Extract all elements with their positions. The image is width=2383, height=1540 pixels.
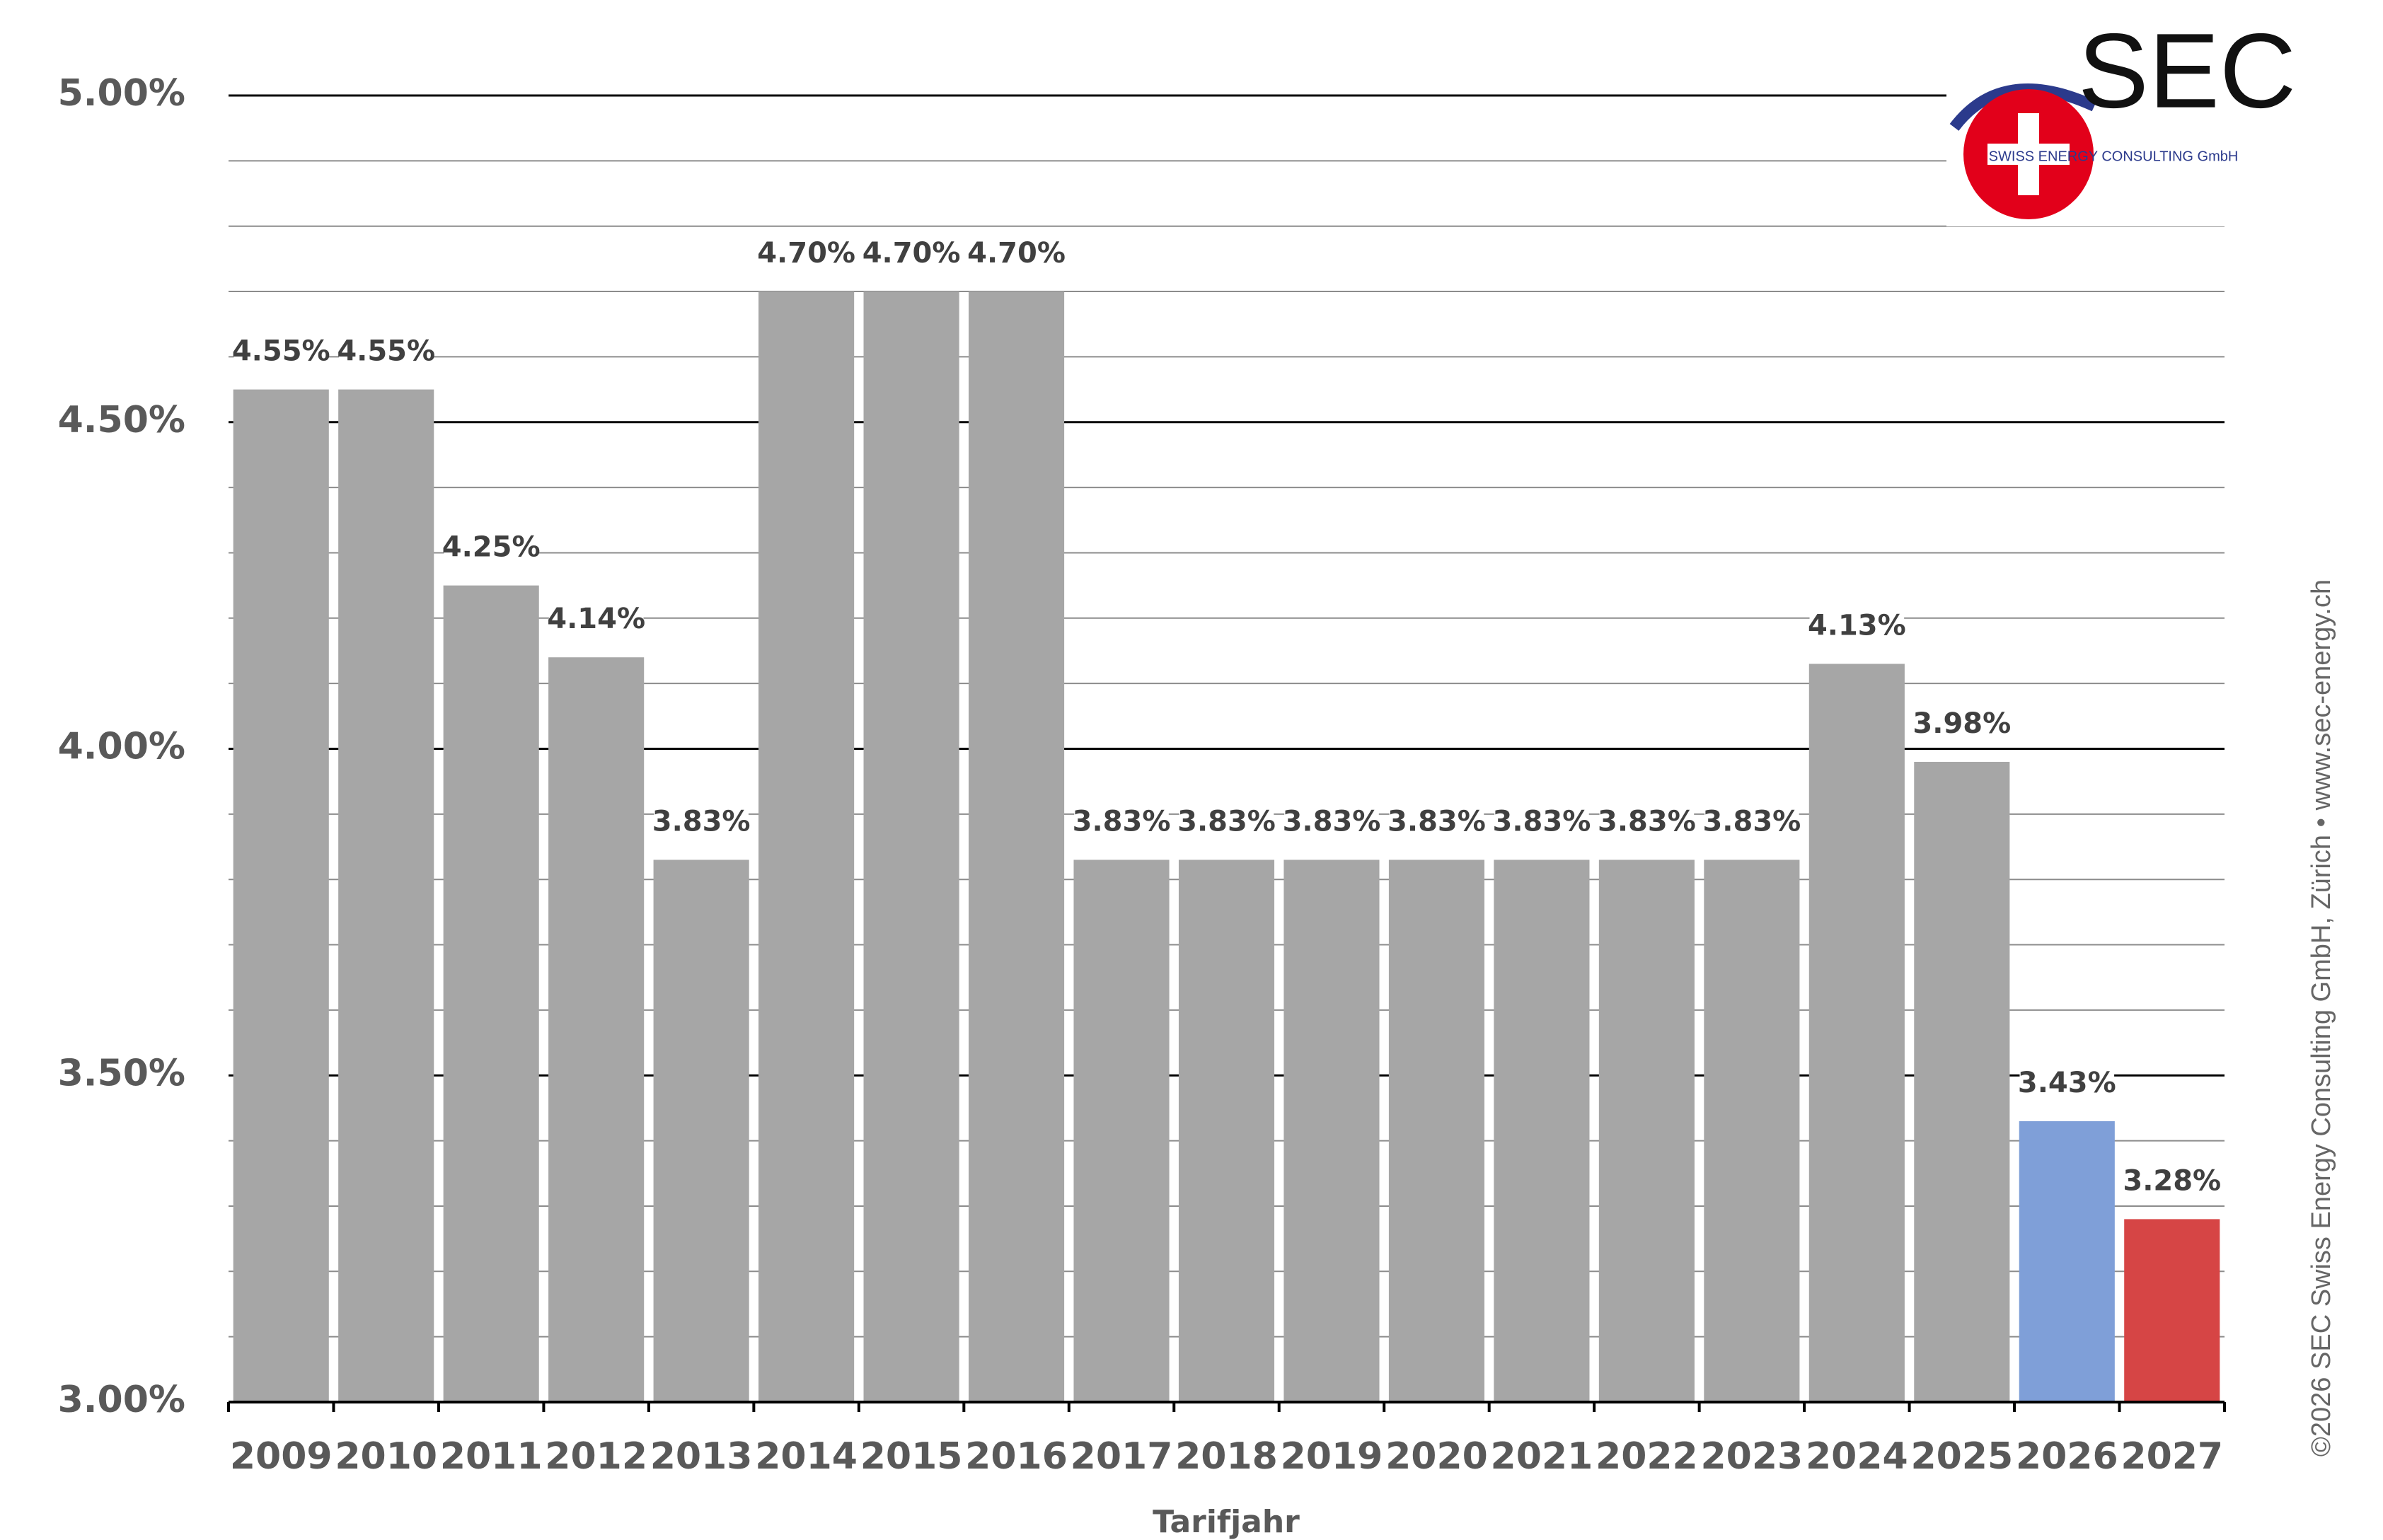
value-label: 4.55% <box>232 335 330 368</box>
y-tick-label: 3.50% <box>58 1052 185 1094</box>
bar <box>1178 859 1275 1402</box>
bar <box>2124 1219 2220 1402</box>
x-tick-label: 2027 <box>2121 1435 2223 1478</box>
value-label: 4.70% <box>862 237 961 270</box>
logo-cross-h <box>1987 144 2070 165</box>
value-label: 3.83% <box>652 805 751 838</box>
x-tick-label: 2023 <box>1701 1435 1804 1478</box>
label-bg <box>2019 1064 2115 1107</box>
logo-subtitle: SWISS ENERGY CONSULTING GmbH <box>1989 149 2239 164</box>
label-bg <box>864 235 959 278</box>
bar <box>1073 859 1170 1402</box>
bar <box>1388 859 1485 1402</box>
x-tick-label: 2022 <box>1596 1435 1698 1478</box>
y-tick-label: 4.50% <box>58 399 185 441</box>
bar <box>758 291 855 1402</box>
value-label: 4.70% <box>757 237 855 270</box>
bar <box>1704 859 1800 1402</box>
x-tick-label: 2024 <box>1806 1435 1908 1478</box>
bar <box>233 389 329 1403</box>
x-axis-title: Tarifjahr <box>1153 1504 1300 1540</box>
value-label: 3.83% <box>1177 805 1276 838</box>
credit: ©2026 SEC Swiss Energy Consulting GmbH, … <box>2307 579 2336 1457</box>
x-tick-label: 2012 <box>545 1435 647 1478</box>
y-tick-label: 5.00% <box>58 72 185 115</box>
y-tick-label: 4.00% <box>58 726 185 768</box>
bar <box>968 291 1065 1402</box>
bar <box>863 291 959 1402</box>
value-label: 4.14% <box>547 603 645 635</box>
x-tick-label: 2019 <box>1281 1435 1383 1478</box>
label-bg <box>2124 1162 2220 1205</box>
value-label: 3.98% <box>1912 707 2011 740</box>
label-bg <box>338 332 434 376</box>
x-tick-label: 2014 <box>755 1435 858 1478</box>
y-tick-label: 3.00% <box>58 1379 185 1421</box>
bar <box>1914 761 2010 1402</box>
value-label: 4.25% <box>442 531 541 564</box>
bar <box>338 389 434 1403</box>
label-bg <box>1704 803 1799 846</box>
bar <box>1808 664 1905 1402</box>
label-bg <box>1915 705 2009 748</box>
label-bg <box>969 235 1064 278</box>
value-label: 4.55% <box>337 335 435 368</box>
bar <box>1283 859 1380 1402</box>
x-tick-label: 2021 <box>1491 1435 1593 1478</box>
x-tick-label: 2009 <box>230 1435 333 1478</box>
value-label: 3.28% <box>2123 1164 2221 1197</box>
x-tick-label: 2011 <box>440 1435 543 1478</box>
x-tick-label: 2018 <box>1175 1435 1278 1478</box>
x-tick-label: 2015 <box>860 1435 963 1478</box>
label-bg <box>1809 607 1905 650</box>
logo-arc <box>1949 83 2097 131</box>
value-label: 3.83% <box>1598 805 1696 838</box>
label-bg <box>1599 803 1695 846</box>
bar <box>1494 859 1590 1402</box>
label-bg <box>1494 803 1589 846</box>
bar <box>1598 859 1695 1402</box>
bar <box>548 657 645 1403</box>
x-tick-label: 2013 <box>650 1435 753 1478</box>
label-bg <box>1284 803 1379 846</box>
value-label: 3.83% <box>1073 805 1171 838</box>
value-label: 3.83% <box>1283 805 1381 838</box>
x-tick-label: 2026 <box>2016 1435 2118 1478</box>
value-label: 3.83% <box>1387 805 1486 838</box>
label-bg <box>548 601 644 644</box>
x-tick-label: 2010 <box>335 1435 437 1478</box>
bar <box>2019 1121 2115 1402</box>
x-tick-label: 2025 <box>1910 1435 2013 1478</box>
label-bg <box>758 235 854 278</box>
value-label: 4.70% <box>967 237 1066 270</box>
label-bg <box>1179 803 1274 846</box>
label-bg <box>444 528 538 572</box>
value-label: 3.43% <box>2018 1067 2116 1099</box>
label-bg <box>654 803 749 846</box>
label-bg <box>1389 803 1484 846</box>
value-label: 3.83% <box>1493 805 1591 838</box>
label-bg <box>1074 803 1169 846</box>
x-tick-label: 2020 <box>1385 1435 1488 1478</box>
bar <box>443 585 539 1402</box>
value-label: 4.13% <box>1808 609 1906 642</box>
label-bg <box>233 332 329 376</box>
bar <box>653 859 749 1402</box>
x-tick-label: 2017 <box>1071 1435 1173 1478</box>
x-tick-label: 2016 <box>965 1435 1068 1478</box>
value-label: 3.83% <box>1702 805 1801 838</box>
logo-title: SEC <box>2078 11 2296 130</box>
